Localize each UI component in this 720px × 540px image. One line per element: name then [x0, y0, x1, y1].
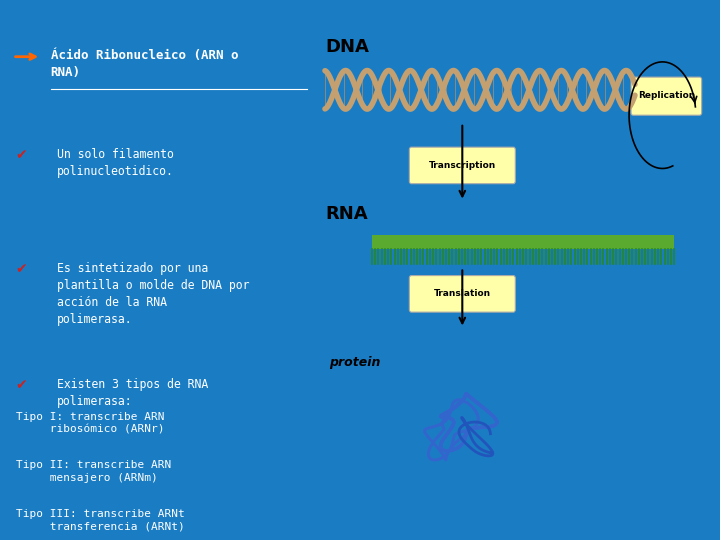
- Text: Tipo II: transcribe ARN
     mensajero (ARNm): Tipo II: transcribe ARN mensajero (ARNm): [16, 461, 171, 483]
- Text: Replication: Replication: [638, 91, 695, 100]
- Text: Un solo filamento
polinucleotidico.: Un solo filamento polinucleotidico.: [57, 148, 174, 179]
- Text: DNA: DNA: [325, 38, 369, 56]
- FancyBboxPatch shape: [410, 275, 516, 312]
- Text: Tipo III: transcribe ARNt
     transferencia (ARNt): Tipo III: transcribe ARNt transferencia …: [16, 509, 184, 532]
- FancyBboxPatch shape: [631, 77, 702, 115]
- Text: ✔: ✔: [16, 262, 27, 276]
- Text: Es sintetizado por una
plantilla o molde de DNA por
acción de la RNA
polimerasa.: Es sintetizado por una plantilla o molde…: [57, 262, 250, 326]
- Text: Tipo I: transcribe ARN
     ribosómico (ARNr): Tipo I: transcribe ARN ribosómico (ARNr): [16, 412, 164, 435]
- Text: RNA: RNA: [325, 205, 368, 223]
- FancyBboxPatch shape: [410, 147, 516, 184]
- Text: ✔: ✔: [16, 148, 27, 163]
- Text: Ácido Ribonucleico (ARN o
RNA): Ácido Ribonucleico (ARN o RNA): [50, 49, 238, 79]
- Text: ✔: ✔: [16, 378, 27, 392]
- Text: Existen 3 tipos de RNA
polimerasa:: Existen 3 tipos de RNA polimerasa:: [57, 378, 208, 408]
- Text: protein: protein: [329, 356, 380, 369]
- Text: Transcription: Transcription: [428, 161, 496, 170]
- Text: Translation: Translation: [433, 289, 491, 299]
